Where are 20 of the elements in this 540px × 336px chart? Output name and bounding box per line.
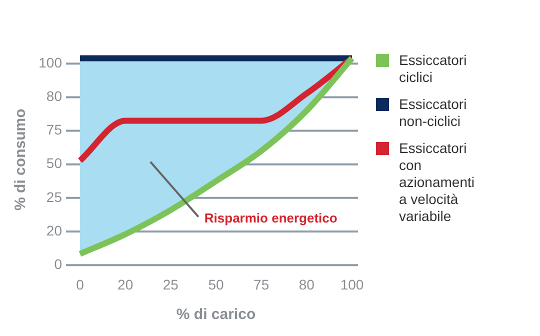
x-tick-label: 0 bbox=[76, 276, 84, 292]
x-tick-label: 75 bbox=[254, 276, 270, 292]
legend-label: Essiccatori non-ciclici bbox=[399, 96, 468, 130]
x-axis-title: % di carico bbox=[176, 306, 256, 324]
annotation: Risparmio energetico bbox=[204, 210, 338, 226]
text: 25 bbox=[46, 188, 62, 205]
y-axis-title: % di consumo bbox=[12, 108, 30, 210]
x-tick-label: 50 bbox=[208, 276, 224, 292]
text: 0 bbox=[54, 256, 62, 272]
text: 100 bbox=[38, 54, 62, 71]
x-tick-label: 25 bbox=[162, 276, 179, 292]
text: 75 bbox=[46, 122, 62, 138]
x-tick-label: 80 bbox=[298, 276, 315, 292]
legend-label: Essiccatori con azionamenti a velocità variabile bbox=[399, 140, 476, 225]
x-tick-label: 100 bbox=[340, 276, 364, 292]
text: 20 bbox=[46, 222, 62, 238]
x-tick-label: 20 bbox=[118, 276, 134, 292]
text: 80 bbox=[46, 88, 62, 104]
text: 50 bbox=[46, 155, 62, 172]
legend-label: Essiccatori ciclici bbox=[399, 52, 468, 86]
